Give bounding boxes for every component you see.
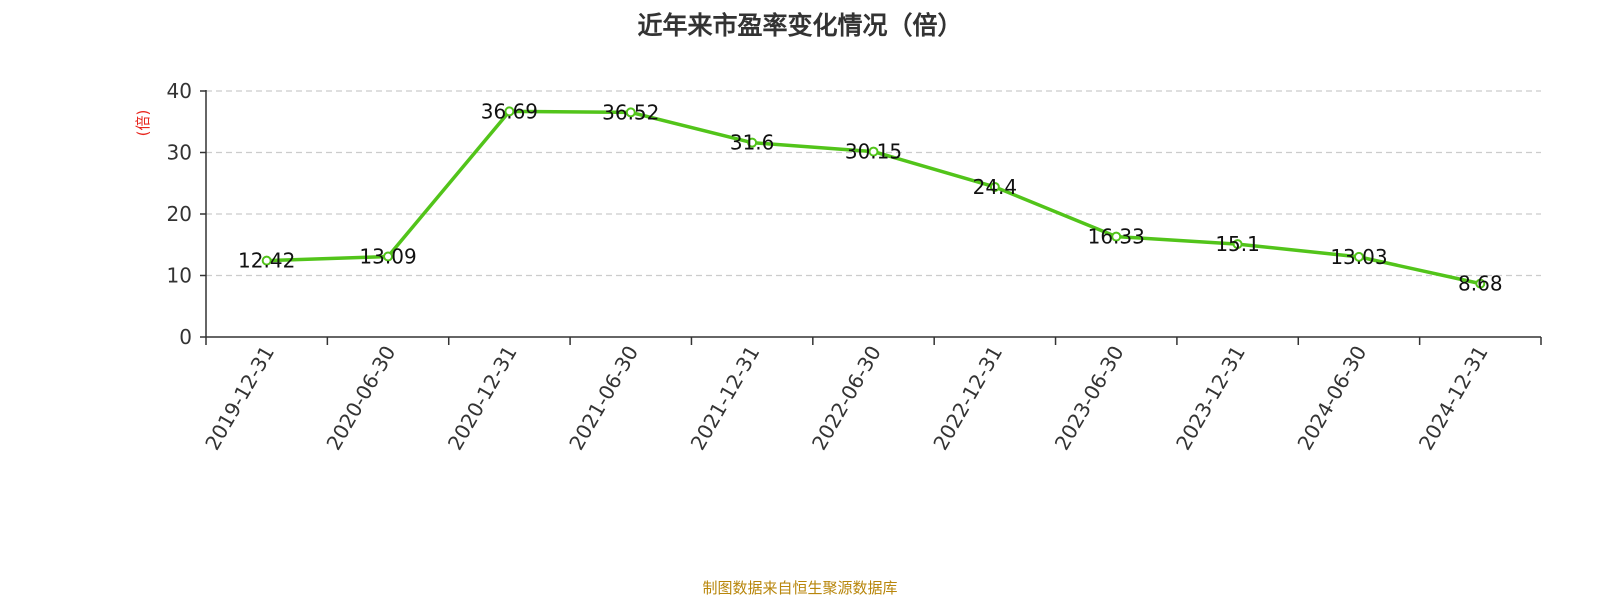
x-tick-label: 2020-12-31 bbox=[443, 342, 522, 455]
data-point bbox=[1111, 231, 1122, 242]
x-tick-label: 2019-12-31 bbox=[200, 342, 279, 455]
data-label: 16.33 bbox=[1088, 225, 1145, 249]
x-tick-label: 2024-12-31 bbox=[1414, 342, 1493, 455]
data-label: 15.1 bbox=[1215, 232, 1260, 256]
axes bbox=[200, 90, 1542, 345]
y-axis-label: (倍) bbox=[134, 110, 152, 137]
x-tick-label: 2023-06-30 bbox=[1050, 342, 1129, 455]
data-point bbox=[1475, 278, 1486, 289]
series-line bbox=[266, 109, 1481, 286]
data-label: 36.69 bbox=[481, 99, 538, 123]
x-tick-label: 2024-06-30 bbox=[1292, 342, 1371, 455]
data-label: 31.6 bbox=[730, 131, 775, 155]
series-pe-ratio bbox=[261, 106, 1486, 289]
y-tick-label: 20 bbox=[167, 202, 192, 226]
x-tick-label: 2021-06-30 bbox=[564, 342, 643, 455]
data-label: 13.09 bbox=[359, 244, 416, 268]
x-tick-label: 2022-06-30 bbox=[807, 342, 886, 455]
data-labels: 12.42 13.09 36.69 36.52 31.6 30.15 24.4 16.33 15… bbox=[238, 99, 1503, 295]
y-tick-label: 0 bbox=[179, 325, 192, 349]
grid-lines bbox=[206, 90, 1541, 277]
y-tick-label: 30 bbox=[167, 141, 192, 165]
data-point bbox=[383, 251, 394, 262]
y-tick-labels: 0 10 20 30 40 bbox=[167, 79, 192, 349]
data-point bbox=[1232, 239, 1243, 250]
x-tick-label: 2022-12-31 bbox=[928, 342, 1007, 455]
data-point bbox=[504, 106, 515, 117]
data-label: 8.68 bbox=[1458, 272, 1503, 296]
x-tick-label: 2023-12-31 bbox=[1171, 342, 1250, 455]
data-point bbox=[747, 137, 758, 148]
data-point bbox=[868, 146, 879, 157]
x-tick-label: 2021-12-31 bbox=[686, 342, 765, 455]
data-label: 36.52 bbox=[602, 100, 659, 124]
x-tick-label: 2020-06-30 bbox=[321, 342, 400, 455]
data-point bbox=[1353, 251, 1364, 262]
data-label: 12.42 bbox=[238, 249, 295, 273]
data-label: 24.4 bbox=[973, 175, 1018, 199]
y-tick-label: 40 bbox=[167, 79, 192, 103]
data-point bbox=[989, 181, 1000, 192]
data-label: 30.15 bbox=[845, 140, 902, 164]
y-tick-label: 10 bbox=[167, 264, 192, 288]
data-label: 13.03 bbox=[1330, 245, 1387, 269]
data-point bbox=[261, 255, 272, 266]
data-source-note: 制图数据来自恒生聚源数据库 bbox=[702, 579, 897, 597]
x-tick-labels: 2019-12-31 2020-06-30 2020-12-31 2021-06-30… bbox=[200, 342, 1493, 455]
chart-title: 近年来市盈率变化情况（倍） bbox=[637, 11, 962, 40]
data-point bbox=[625, 107, 636, 118]
